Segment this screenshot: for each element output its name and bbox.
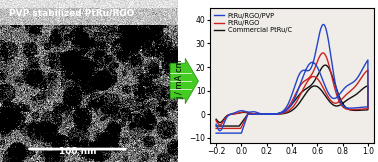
Y-axis label: j / mA cm⁻²: j / mA cm⁻² (175, 52, 184, 99)
FancyArrow shape (170, 58, 198, 104)
Text: PVP stabilized PtRu/RGO: PVP stabilized PtRu/RGO (9, 8, 134, 17)
Text: 100 nm: 100 nm (59, 146, 96, 156)
Legend: PtRu/RGO/PVP, PtRu/RGO, Commercial PtRu/C: PtRu/RGO/PVP, PtRu/RGO, Commercial PtRu/… (213, 12, 293, 35)
X-axis label: Potential / V  vs.SCE: Potential / V vs.SCE (250, 161, 334, 162)
